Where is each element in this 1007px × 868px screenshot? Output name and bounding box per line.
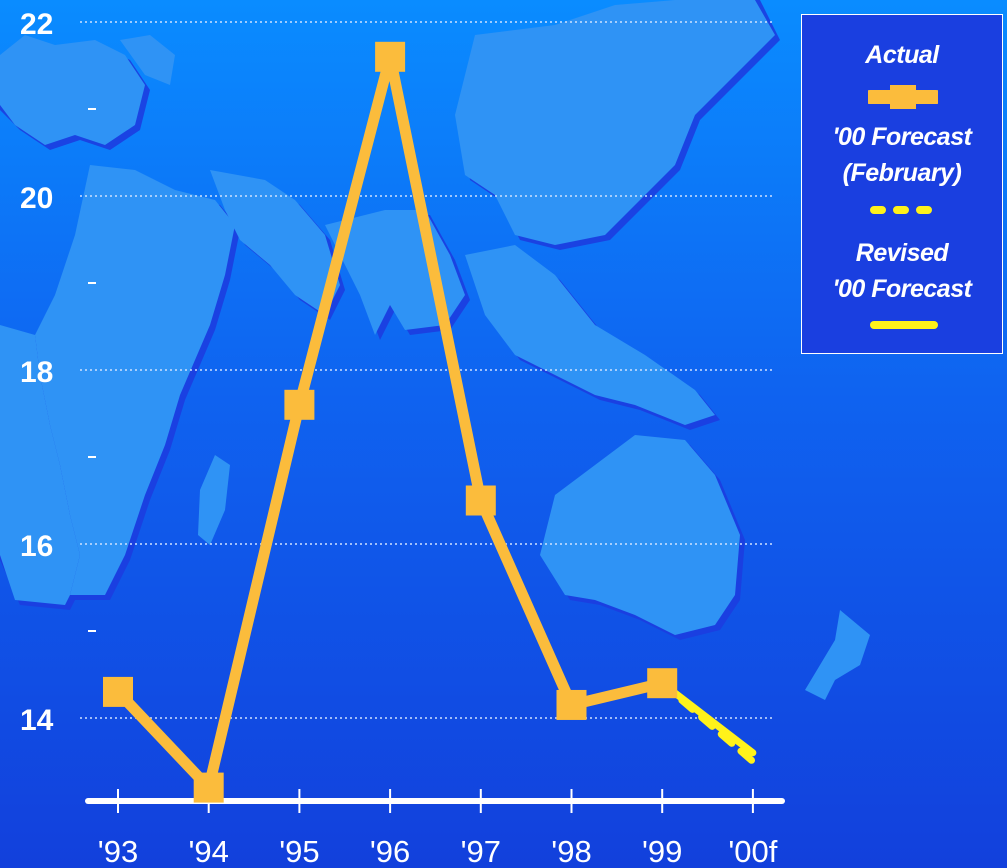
x-tick-label: '96 bbox=[370, 834, 410, 868]
legend: Actual '00 Forecast (February) Revised '… bbox=[801, 14, 1003, 354]
series-actual-point bbox=[465, 485, 496, 516]
gridlines bbox=[80, 21, 775, 719]
legend-revised-swatch bbox=[870, 321, 938, 329]
map-background bbox=[0, 0, 870, 700]
series-actual-point bbox=[375, 41, 406, 72]
y-tick-label: 14 bbox=[20, 704, 54, 737]
x-tick-label: '98 bbox=[551, 834, 591, 868]
y-tick-label: 20 bbox=[20, 182, 53, 215]
series-actual-point bbox=[103, 676, 133, 707]
series-actual-point bbox=[556, 689, 587, 720]
series-forecast-feb-line bbox=[658, 679, 757, 765]
y-tick-label: 18 bbox=[20, 356, 53, 389]
x-tick-label: '93 bbox=[98, 834, 138, 868]
legend-revised-label-line2: '00 Forecast bbox=[832, 275, 972, 303]
legend-forecast-label-line1: '00 Forecast bbox=[832, 123, 972, 151]
series-actual-point bbox=[284, 389, 315, 420]
y-axis-ticks: 14 16 18 20 22 bbox=[20, 8, 96, 737]
x-tick-label: '95 bbox=[279, 834, 319, 868]
y-tick-label: 16 bbox=[20, 530, 53, 563]
y-tick-label: 22 bbox=[20, 8, 53, 41]
x-tick-label: '94 bbox=[188, 834, 228, 868]
legend-actual-swatch bbox=[868, 85, 938, 109]
series-layer bbox=[103, 41, 757, 803]
x-tick-label: '97 bbox=[461, 834, 501, 868]
series-actual-point bbox=[647, 668, 678, 699]
x-tick-label: '00f bbox=[728, 834, 777, 868]
legend-actual-label: Actual bbox=[865, 41, 939, 69]
legend-forecast-label-line2: (February) bbox=[842, 159, 962, 187]
x-tick-label: '99 bbox=[642, 834, 682, 868]
legend-forecast-swatch bbox=[870, 206, 938, 214]
legend-revised-label-line1: Revised bbox=[855, 239, 949, 267]
series-actual-point bbox=[193, 772, 224, 803]
x-axis: '93 '94 '95 '96 '97 '98 '99 '00f bbox=[85, 789, 785, 868]
